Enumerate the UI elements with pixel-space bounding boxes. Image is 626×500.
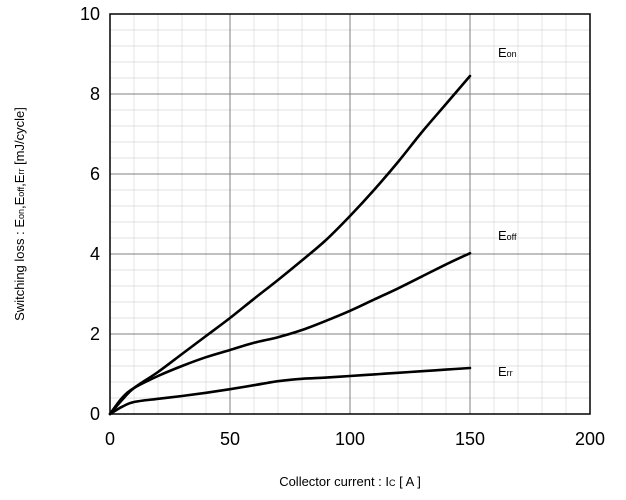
y-axis-label-sub-rr: rr <box>16 169 26 175</box>
x-axis-label-unit: [ A ] <box>396 474 421 489</box>
y-tick-label: 2 <box>90 324 100 344</box>
y-tick-label: 6 <box>90 164 100 184</box>
x-tick-label: 100 <box>335 429 365 449</box>
y-axis-label-sub-on: on <box>16 209 26 219</box>
y-axis-label-sep-1: ,E <box>12 196 27 209</box>
x-tick-label: 200 <box>575 429 605 449</box>
series-label-rr: Err <box>498 364 513 379</box>
plot-frame <box>109 13 591 415</box>
series-labels: Eon Eoff Err <box>498 45 517 379</box>
x-tick-label: 0 <box>105 429 115 449</box>
y-tick-label: 0 <box>90 404 100 424</box>
y-axis-label-sep-2: ,E <box>12 174 27 187</box>
x-tick-label: 50 <box>220 429 240 449</box>
x-tick-label: 150 <box>455 429 485 449</box>
series-line-rr <box>108 366 472 416</box>
y-axis-label-sub-off: off <box>16 186 26 196</box>
y-tick-label: 4 <box>90 244 100 264</box>
y-tick-label: 10 <box>80 4 100 24</box>
y-axis-label: Switching loss : Eon,Eoff,Err [mJ/cycle] <box>12 107 27 321</box>
x-axis-label: Collector current : IC [ A ] <box>279 474 421 489</box>
y-axis-label-prefix: Switching loss : E <box>12 219 27 321</box>
y-axis-label-unit: [mJ/cycle] <box>12 107 27 168</box>
series-label-on: Eon <box>498 45 517 60</box>
series-line-on <box>108 74 472 416</box>
series-lines <box>108 74 472 416</box>
series-label-off: Eoff <box>498 228 517 243</box>
x-tick-labels: 0 50 100 150 200 <box>105 429 605 449</box>
x-axis-label-sub: C <box>389 478 396 488</box>
x-axis-label-main: Collector current : I <box>279 474 389 489</box>
series-line-off <box>108 251 472 416</box>
y-tick-label: 8 <box>90 84 100 104</box>
y-tick-labels: 0 2 4 6 8 10 <box>80 4 100 424</box>
